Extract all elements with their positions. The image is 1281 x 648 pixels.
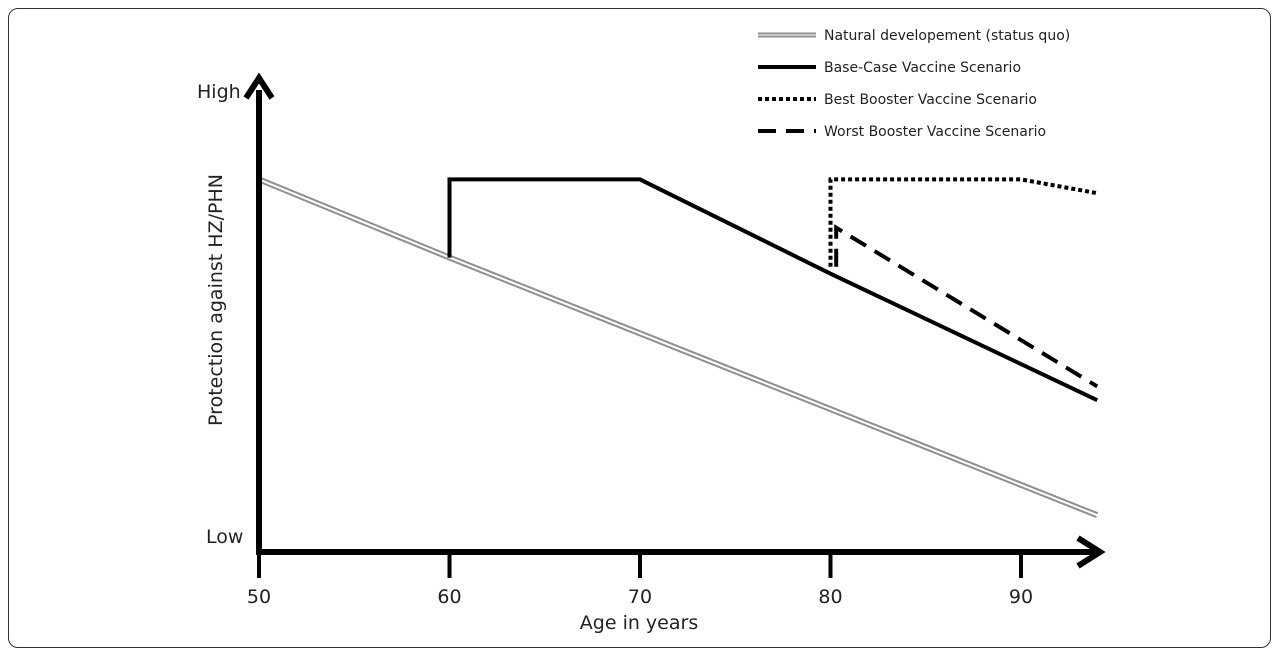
x-axis-arrowhead bbox=[1076, 535, 1106, 569]
x-tick-label-60: 60 bbox=[437, 586, 461, 608]
legend-label-natural-developement-status-quo: Natural developement (status quo) bbox=[824, 28, 1070, 44]
x-tick-label-80: 80 bbox=[818, 586, 842, 608]
series-best-booster-vaccine-scenario bbox=[828, 177, 1098, 267]
legend-item-natural-developement-status-quo: Natural developement (status quo) bbox=[758, 28, 1070, 44]
legend: Natural developement (status quo) Base-Ca… bbox=[758, 28, 1070, 140]
x-axis-label: Age in years bbox=[580, 612, 698, 634]
y-axis-label: Protection against HZ/PHN bbox=[205, 174, 227, 426]
x-tick-label-70: 70 bbox=[628, 586, 652, 608]
x-tick-label-90: 90 bbox=[1009, 586, 1033, 608]
series-base-case-vaccine-scenario bbox=[447, 177, 1099, 403]
series-line-base-case-vaccine-scenario bbox=[447, 177, 1099, 403]
series-line-best-booster-vaccine-scenario bbox=[828, 177, 1098, 267]
x-ticks: 50 60 70 80 90 bbox=[247, 549, 1033, 608]
axes bbox=[243, 72, 1106, 569]
legend-label-best-booster-vaccine-scenario: Best Booster Vaccine Scenario bbox=[824, 92, 1037, 108]
y-axis-arrowhead bbox=[243, 72, 275, 100]
legend-label-base-case-vaccine-scenario: Base-Case Vaccine Scenario bbox=[824, 60, 1021, 76]
series-natural-developement-status-quo bbox=[257, 176, 1099, 518]
series-line-worst-booster-vaccine-scenario bbox=[834, 224, 1099, 389]
line-chart: 50 60 70 80 90 High Low Age in years Protect… bbox=[197, 28, 1106, 634]
y-tick-high: High bbox=[197, 81, 241, 103]
legend-item-base-case-vaccine-scenario: Base-Case Vaccine Scenario bbox=[758, 60, 1021, 76]
x-tick-label-50: 50 bbox=[247, 586, 271, 608]
legend-item-best-booster-vaccine-scenario: Best Booster Vaccine Scenario bbox=[758, 92, 1037, 108]
plot-lines bbox=[257, 176, 1099, 518]
legend-label-worst-booster-vaccine-scenario: Worst Booster Vaccine Scenario bbox=[824, 124, 1046, 140]
series-worst-booster-vaccine-scenario bbox=[834, 224, 1099, 389]
y-tick-low: Low bbox=[206, 526, 243, 548]
legend-item-worst-booster-vaccine-scenario: Worst Booster Vaccine Scenario bbox=[758, 124, 1046, 140]
